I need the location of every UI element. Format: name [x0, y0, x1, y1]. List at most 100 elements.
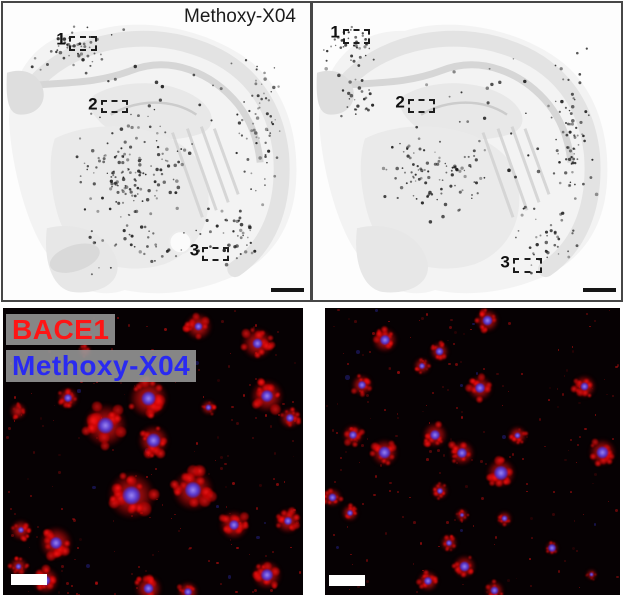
red-speckle [557, 406, 560, 409]
amyloid-plaque [275, 403, 303, 433]
red-speckle [461, 411, 464, 414]
amyloid-plaque [453, 506, 471, 524]
red-speckle [357, 585, 361, 589]
blue-speckle [375, 308, 379, 312]
red-speckle [30, 393, 32, 395]
red-speckle [58, 471, 61, 474]
scale-bar [271, 288, 304, 292]
methoxy-core [328, 493, 337, 502]
red-speckle [278, 413, 280, 416]
red-speckle [413, 563, 415, 565]
red-speckle [456, 406, 459, 409]
roi-number-2: 2 [395, 92, 405, 112]
red-speckle [388, 490, 391, 493]
roi-number-3: 3 [189, 240, 200, 260]
methoxy-core [284, 516, 292, 525]
red-speckle [413, 521, 416, 524]
red-speckle [157, 551, 159, 553]
methoxy-core [435, 347, 444, 356]
red-speckle [582, 513, 584, 515]
brain-section-illustration [316, 24, 608, 294]
red-speckle [111, 448, 114, 451]
red-speckle [32, 451, 36, 454]
red-speckle [71, 585, 73, 587]
red-speckle [224, 485, 227, 489]
red-speckle [293, 362, 296, 365]
red-speckle [452, 342, 456, 346]
corpus-callosum-shape [318, 61, 575, 163]
red-speckle [231, 405, 234, 409]
scale-bar [583, 288, 616, 292]
red-speckle [347, 362, 350, 365]
amyloid-plaque [5, 553, 32, 580]
red-speckle [453, 331, 457, 335]
amyloid-plaque [444, 435, 480, 471]
amyloid-plaque [97, 461, 166, 530]
red-speckle [41, 425, 44, 428]
roi-layer: 1 2 3 [313, 3, 621, 300]
red-speckle [438, 471, 442, 475]
red-speckle [61, 569, 64, 572]
red-speckle [264, 414, 268, 417]
red-speckle [230, 353, 232, 355]
amyloid-plaque [32, 519, 80, 567]
red-speckle [397, 490, 400, 493]
red-speckle [164, 328, 168, 332]
methoxy-core [379, 334, 390, 345]
blue-speckle [215, 505, 219, 508]
red-speckle [350, 553, 352, 555]
left-hook-shape [316, 70, 354, 115]
red-speckle [515, 578, 517, 580]
red-speckle [333, 325, 335, 328]
red-speckle [525, 436, 528, 438]
red-speckle [336, 403, 338, 405]
roi-box-3 [202, 246, 230, 261]
amyloid-plaque [428, 479, 452, 503]
red-speckle [401, 515, 405, 519]
red-speckle [453, 518, 457, 522]
red-speckle [252, 326, 255, 329]
roi-number-1: 1 [330, 22, 340, 42]
red-speckle [339, 468, 342, 472]
red-speckle [155, 468, 157, 470]
red-speckle [482, 430, 486, 433]
red-speckle [387, 320, 390, 323]
red-speckle [272, 551, 274, 553]
red-speckle [171, 518, 173, 520]
methoxy-core [194, 322, 202, 331]
red-speckle [616, 575, 620, 579]
red-speckle [538, 417, 542, 421]
blue-speckle [194, 360, 200, 366]
amyloid-plaque [417, 417, 453, 453]
amyloid-plaque [568, 370, 601, 403]
amyloid-plaque [367, 322, 403, 358]
red-speckle [73, 519, 76, 522]
stain-title: Methoxy-X04 [184, 6, 296, 27]
amyloid-plaque [494, 508, 515, 529]
amyloid-plaque [426, 338, 453, 365]
amyloid-plaque [243, 372, 291, 420]
red-speckle [594, 414, 597, 416]
red-speckle [130, 572, 133, 575]
red-speckle [151, 348, 154, 352]
amyloid-plaque [163, 460, 223, 520]
red-speckle [530, 517, 533, 521]
methoxy-core [548, 543, 557, 552]
red-speckle [292, 456, 294, 458]
amyloid-plaque [448, 550, 481, 583]
red-speckle [616, 364, 620, 367]
red-speckle [526, 490, 528, 493]
red-speckle [441, 385, 445, 389]
amyloid-plaque [338, 420, 368, 450]
red-speckle [36, 536, 38, 538]
red-speckle [508, 456, 511, 459]
red-speckle [28, 547, 31, 549]
red-speckle [331, 429, 335, 432]
red-speckle [579, 436, 581, 438]
red-speckle [7, 426, 11, 430]
red-speckle [425, 312, 429, 316]
red-speckle [395, 434, 398, 438]
red-speckle [397, 417, 399, 419]
red-speckle [429, 450, 433, 453]
